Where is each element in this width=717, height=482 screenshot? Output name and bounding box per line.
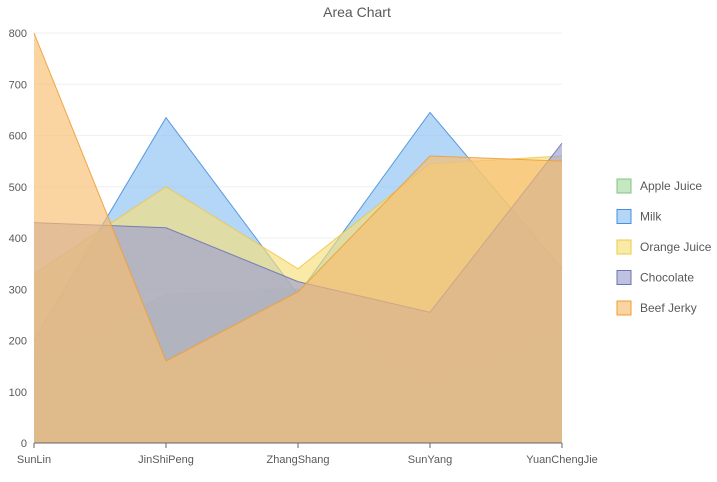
x-tick-label: JinShiPeng: [138, 454, 194, 466]
y-tick-label: 200: [9, 336, 27, 348]
y-tick-label: 0: [21, 438, 27, 450]
x-axis-ticks: SunLin JinShiPeng ZhangShang SunYang YuanChe…: [17, 443, 598, 466]
legend-swatch: [616, 270, 632, 285]
y-tick-label: 500: [9, 182, 27, 194]
legend-label: Milk: [640, 210, 662, 224]
series-area[interactable]: [34, 33, 562, 443]
legend-item[interactable]: Orange Juice: [616, 239, 712, 255]
legend-swatch: [616, 209, 632, 224]
x-tick-label: ZhangShang: [267, 454, 330, 466]
y-axis-ticks: 0 100 200 300 400 500 600 700 800: [9, 28, 27, 450]
x-tick-label: SunLin: [17, 454, 51, 466]
legend-item[interactable]: Apple Juice: [616, 178, 702, 194]
legend-label: Apple Juice: [640, 179, 702, 193]
y-tick-label: 300: [9, 284, 27, 296]
legend-label: Orange Juice: [640, 240, 712, 254]
y-tick-label: 800: [9, 28, 27, 40]
legend-item[interactable]: Beef Jerky: [616, 300, 697, 316]
x-tick-label: SunYang: [408, 454, 452, 466]
legend: Apple Juice Milk Orange Juice Chocolate Beef…: [616, 178, 712, 316]
y-tick-label: 400: [9, 233, 27, 245]
legend-label: Chocolate: [640, 271, 694, 285]
legend-swatch: [616, 300, 632, 316]
x-tick-label: YuanChengJie: [526, 454, 598, 466]
y-tick-label: 700: [9, 79, 27, 91]
y-tick-label: 600: [9, 131, 27, 143]
series-line: [33, 32, 563, 362]
chart-title: Area Chart: [323, 4, 391, 20]
legend-label: Beef Jerky: [640, 301, 697, 315]
legend-item[interactable]: Chocolate: [616, 270, 694, 285]
legend-swatch: [616, 239, 632, 255]
y-tick-label: 100: [9, 387, 27, 399]
legend-item[interactable]: Milk: [616, 209, 662, 224]
legend-swatch: [616, 178, 632, 194]
series-areas: [33, 32, 563, 444]
